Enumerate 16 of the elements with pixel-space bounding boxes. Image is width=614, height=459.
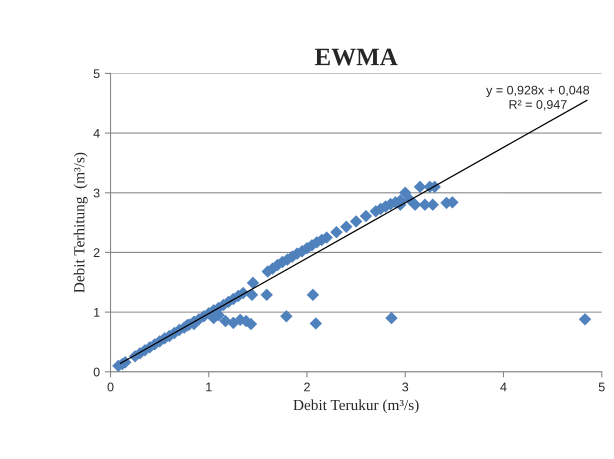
y-tick-label: 2 <box>94 248 100 257</box>
x-tick-label: 3 <box>402 382 408 392</box>
y-tick-label: 1 <box>94 308 100 317</box>
x-tick-label: 2 <box>304 382 310 392</box>
x-tick-label: 5 <box>598 382 605 392</box>
x-tick-label: 4 <box>500 382 507 392</box>
y-tick-label: 0 <box>94 368 100 376</box>
y-tick-label: 5 <box>94 69 100 78</box>
x-tick-label: 0 <box>108 382 114 392</box>
chart-title: EWMA <box>314 48 398 66</box>
annotation: y = 0,928x + 0,048 R² = 0,947 <box>486 86 590 110</box>
x-axis-title: Debit Terukur (m³/s) <box>293 399 419 414</box>
y-tick-label: 3 <box>94 188 100 198</box>
y-tick-label: 4 <box>93 129 100 138</box>
y-axis-title: Debit Terhitung (m³/s) <box>74 152 88 293</box>
x-tick-label: 1 <box>206 382 212 392</box>
